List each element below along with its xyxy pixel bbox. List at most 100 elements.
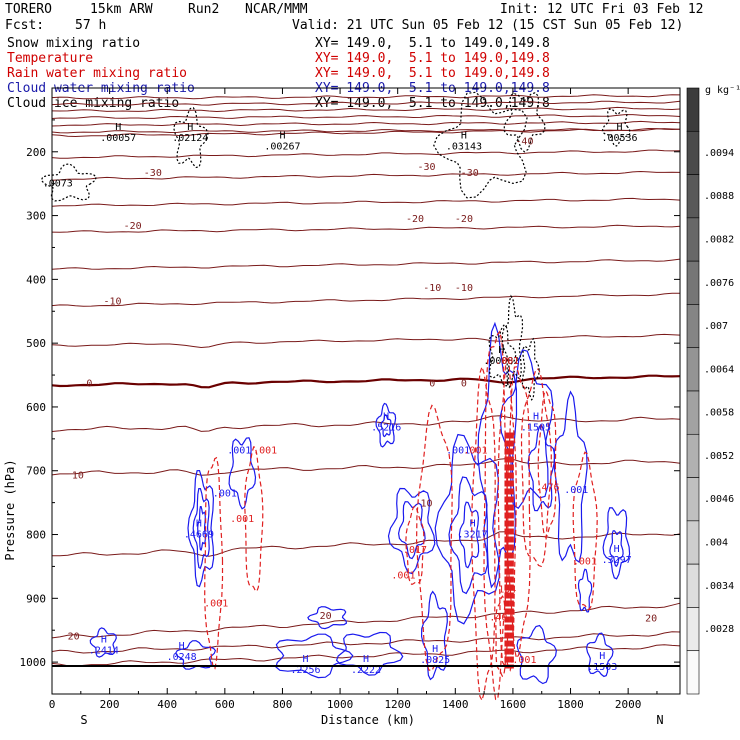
maximum-marker: H bbox=[383, 411, 389, 422]
rain-water-contour bbox=[537, 389, 557, 539]
x-tick-label: 1000 bbox=[327, 698, 354, 711]
contour-label: .001 bbox=[213, 489, 237, 500]
snow-contour bbox=[488, 324, 517, 387]
maximum-value: .154 bbox=[492, 584, 516, 595]
y-tick-label: 300 bbox=[26, 210, 46, 223]
x-axis-title: Distance (km) bbox=[321, 713, 415, 727]
rain-water-contour bbox=[204, 456, 224, 670]
colorbar-swatch bbox=[686, 130, 700, 175]
rain-water-contour bbox=[497, 354, 517, 672]
maximum-value: .2414 bbox=[89, 646, 119, 657]
isotherm bbox=[51, 114, 681, 119]
colorbar-swatch bbox=[686, 477, 700, 522]
cloud-water-contour bbox=[602, 507, 631, 580]
cloud-water-contour bbox=[458, 501, 480, 569]
colorbar-tick-label: .0052 bbox=[704, 451, 734, 462]
x-tick-label: 1600 bbox=[500, 698, 527, 711]
isotherm-label: -10 bbox=[103, 296, 121, 307]
isotherm-label: -30 bbox=[461, 168, 479, 179]
snow-contour bbox=[173, 107, 209, 169]
isotherm bbox=[51, 197, 681, 207]
maximum-value: .401 bbox=[489, 612, 513, 623]
maximum-value: .1505 bbox=[521, 422, 551, 433]
rain-water-contour bbox=[520, 368, 552, 568]
isotherm-label: -30 bbox=[144, 168, 162, 179]
y-tick-label: 800 bbox=[26, 529, 46, 542]
maximum-marker: H bbox=[614, 544, 620, 555]
snow-contour bbox=[433, 91, 528, 199]
colorbar-unit: g kg⁻¹ bbox=[705, 85, 740, 96]
contour-label: .001 bbox=[230, 514, 254, 525]
maximum-value: .2256 bbox=[290, 665, 320, 676]
cloud-water-contour bbox=[387, 487, 436, 575]
maximum-value: .00267 bbox=[264, 142, 300, 153]
colorbar-swatch bbox=[686, 174, 700, 219]
cloud-water-contour bbox=[89, 627, 117, 658]
contour-label: .001 bbox=[227, 445, 251, 456]
model-resolution: 15km ARW bbox=[90, 2, 153, 17]
contour-label: .001 bbox=[253, 445, 277, 456]
isotherm bbox=[51, 128, 681, 138]
contour-label: .001 bbox=[512, 655, 536, 666]
isotherm-label: 10 bbox=[420, 499, 432, 510]
maximum-marker: H bbox=[279, 131, 285, 142]
cloud-water-contour bbox=[577, 568, 593, 613]
maximum-marker: H bbox=[432, 644, 438, 655]
isotherm bbox=[51, 644, 681, 667]
colorbar-swatch bbox=[686, 520, 700, 565]
y-tick-label: 900 bbox=[26, 592, 46, 605]
isotherm-zero bbox=[51, 374, 681, 389]
colorbar-swatch bbox=[686, 347, 700, 392]
maximum-value: .4669 bbox=[184, 530, 214, 541]
maximum-value: .3297 bbox=[602, 555, 632, 566]
colorbar-tick-label: .0058 bbox=[704, 408, 734, 419]
cloud-water-contour bbox=[585, 632, 614, 678]
rain-water-contour bbox=[572, 451, 598, 611]
colorbar-tick-label: .0082 bbox=[704, 235, 734, 246]
colorbar-tick-label: .0076 bbox=[704, 278, 734, 289]
maximum-value: .00057 bbox=[100, 133, 136, 144]
field-xy-snow: XY= 149.0, 5.1 to 149.0,149.8 bbox=[315, 36, 550, 51]
cloud-water-contour bbox=[420, 590, 448, 681]
colorbar-swatch bbox=[686, 217, 700, 262]
maximum-value: .00536 bbox=[601, 133, 637, 144]
isotherm bbox=[51, 224, 681, 233]
cloud-water-contour bbox=[553, 390, 588, 563]
y-tick-label: 1000 bbox=[20, 656, 47, 669]
maximum-value: .2222 bbox=[351, 665, 381, 676]
maximum-marker: H bbox=[470, 519, 476, 530]
maximum-marker: H bbox=[187, 122, 193, 133]
colorbar-tick-label: .0094 bbox=[704, 148, 734, 159]
isotherm-label: 0 bbox=[461, 379, 467, 390]
direction-south: S bbox=[80, 713, 87, 727]
isotherm bbox=[51, 602, 681, 639]
snow-contour bbox=[521, 337, 540, 401]
isotherm-label: -20 bbox=[455, 214, 473, 225]
colorbar-swatch bbox=[686, 260, 700, 305]
field-name-temperature: Temperature bbox=[7, 51, 94, 66]
init-time: Init: 12 UTC Fri 03 Feb 12 bbox=[500, 2, 704, 17]
rain-water-contour bbox=[244, 446, 264, 593]
cloud-water-contour bbox=[380, 414, 392, 438]
maximum-marker: H bbox=[179, 641, 185, 652]
y-axis-title: Pressure (hPa) bbox=[3, 459, 17, 560]
y-tick-label: 200 bbox=[26, 146, 46, 159]
rain-water-contour bbox=[471, 365, 496, 702]
cloud-water-contour bbox=[197, 506, 206, 551]
colorbar-tick-label: .0028 bbox=[704, 624, 734, 635]
contour-label: .001 bbox=[391, 570, 415, 581]
isotherm-label: 10 bbox=[72, 471, 84, 482]
model-org: NCAR/MMM bbox=[245, 2, 308, 17]
maximum-value: .0248 bbox=[167, 652, 197, 663]
x-tick-label: 400 bbox=[157, 698, 177, 711]
y-tick-label: 500 bbox=[26, 337, 46, 350]
cloud-water-contour bbox=[187, 469, 215, 588]
rain-water-contour bbox=[405, 505, 425, 586]
contour-label: .017 bbox=[403, 545, 427, 556]
isotherm-label: 0 bbox=[429, 379, 435, 390]
x-tick-label: 2000 bbox=[615, 698, 642, 711]
isotherm-label: 20 bbox=[645, 613, 657, 624]
colorbar-tick-label: .0088 bbox=[704, 191, 734, 202]
maximum-marker: H bbox=[363, 654, 369, 665]
